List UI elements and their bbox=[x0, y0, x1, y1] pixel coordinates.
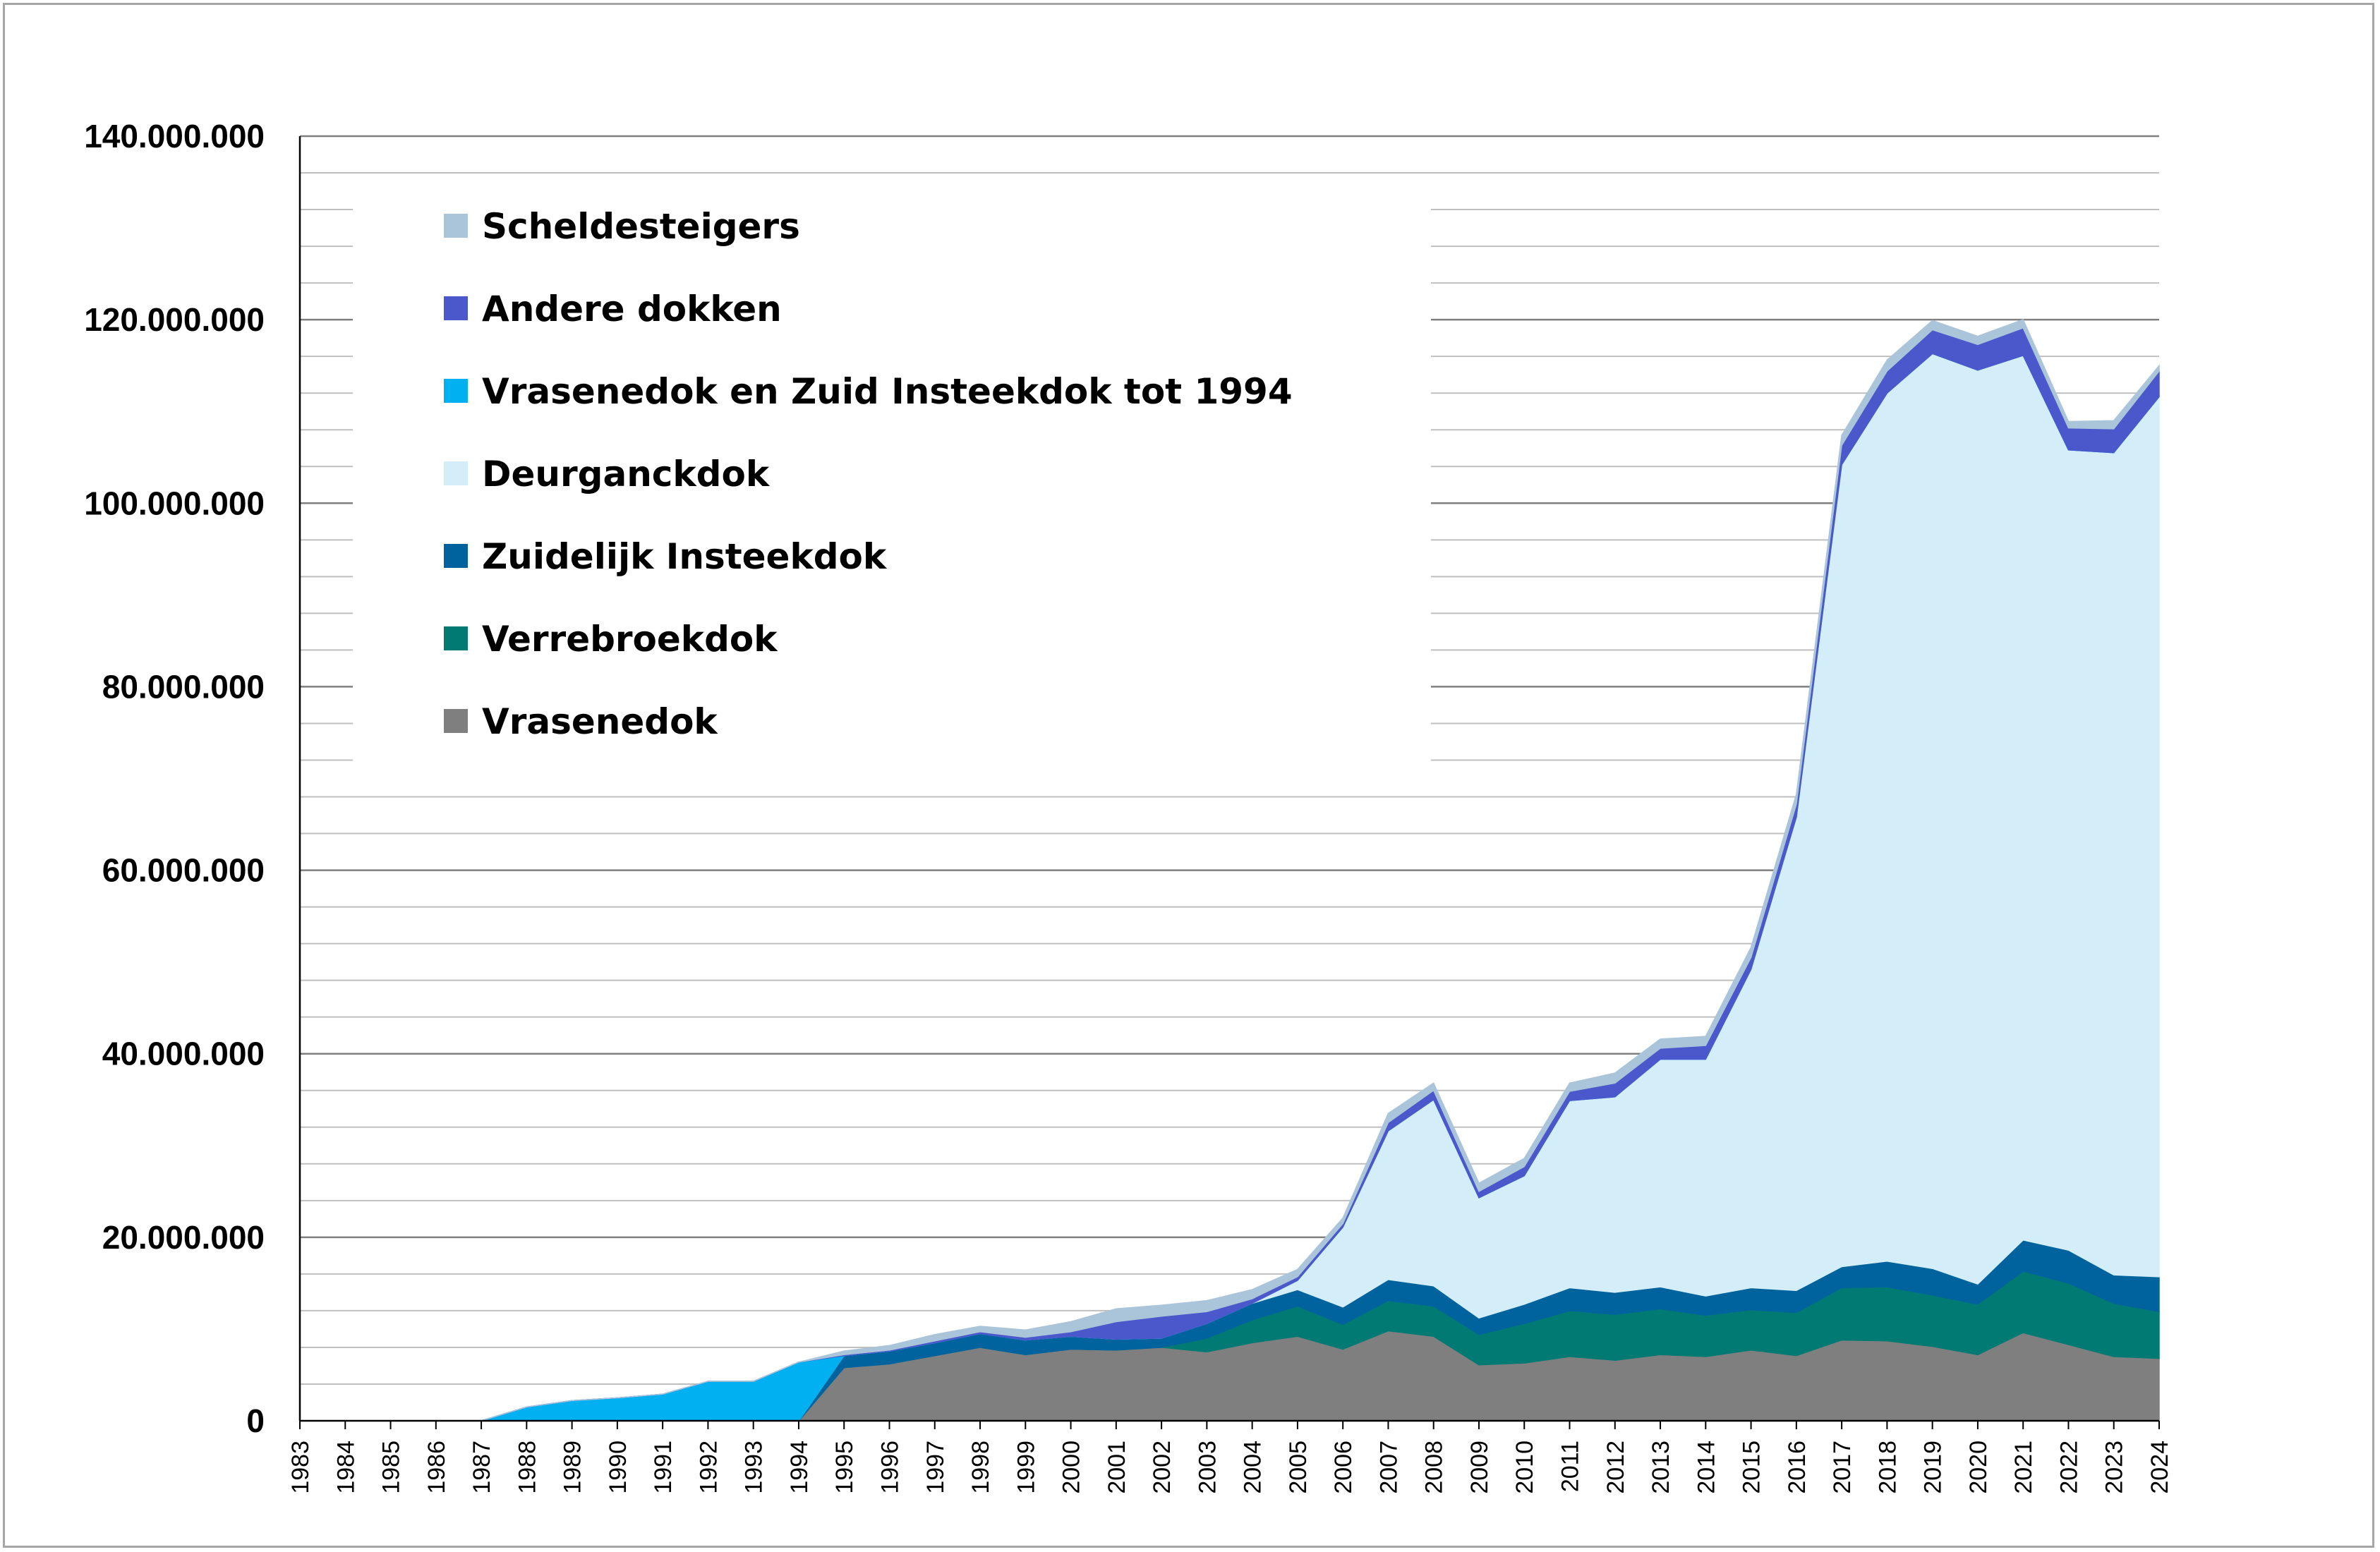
legend-swatch bbox=[444, 379, 468, 403]
legend-swatch bbox=[444, 214, 468, 238]
y-tick-label: 100.000.000 bbox=[84, 485, 265, 521]
x-tick-label: 1992 bbox=[695, 1441, 722, 1494]
x-tick-labels: 1983 1984 1985 1986 1987 1988 1989 1990 1991 1992… bbox=[287, 1441, 2173, 1494]
x-tick-label: 2019 bbox=[1920, 1441, 1947, 1494]
x-tick-label: 2021 bbox=[2010, 1441, 2037, 1494]
x-tick-label: 1999 bbox=[1013, 1441, 1039, 1494]
legend-label: Vrasenedok bbox=[482, 701, 718, 742]
x-tick-label: 2008 bbox=[1421, 1441, 1448, 1494]
x-tick-label: 2000 bbox=[1058, 1441, 1085, 1494]
x-tick-label: 2001 bbox=[1104, 1441, 1130, 1494]
x-tick-label: 2018 bbox=[1874, 1441, 1901, 1494]
x-tick-label: 1995 bbox=[831, 1441, 858, 1494]
legend-label: Zuidelijk Insteekdok bbox=[482, 536, 888, 577]
x-tick-label: 1993 bbox=[741, 1441, 768, 1494]
y-tick-label: 120.000.000 bbox=[84, 301, 265, 338]
x-tick-label: 2009 bbox=[1466, 1441, 1493, 1494]
y-tick-label: 0 bbox=[246, 1402, 265, 1439]
x-tick-label: 2015 bbox=[1739, 1441, 1765, 1494]
x-tick-label: 1997 bbox=[922, 1441, 949, 1494]
x-tick-label: 2005 bbox=[1285, 1441, 1312, 1494]
legend-label: Deurganckdok bbox=[482, 454, 771, 495]
x-tick-label: 1989 bbox=[560, 1441, 586, 1494]
legend-box bbox=[353, 185, 1431, 762]
x-tick-label: 2012 bbox=[1602, 1441, 1629, 1494]
legend: Scheldesteigers Andere dokken Vrasenedok e… bbox=[353, 185, 1431, 762]
x-tick-label: 1990 bbox=[605, 1441, 632, 1494]
x-tick-label: 1998 bbox=[967, 1441, 994, 1494]
x-tick-label: 2022 bbox=[2055, 1441, 2082, 1494]
x-tick-label: 1996 bbox=[876, 1441, 903, 1494]
x-tick-label: 2024 bbox=[2146, 1441, 2173, 1494]
x-tick-label: 2010 bbox=[1511, 1441, 1538, 1494]
x-tick-label: 2013 bbox=[1648, 1441, 1674, 1494]
x-tick-label: 1988 bbox=[514, 1441, 540, 1494]
x-tick-label: 2017 bbox=[1829, 1441, 1856, 1494]
x-tick-label: 2002 bbox=[1149, 1441, 1176, 1494]
area-series-scheldesteigers bbox=[300, 319, 2160, 1421]
y-tick-label: 80.000.000 bbox=[102, 668, 265, 705]
axis-layer bbox=[298, 136, 2160, 1429]
legend-label: Vrasenedok en Zuid Insteekdok tot 1994 bbox=[482, 371, 1293, 412]
legend-swatch bbox=[444, 626, 468, 650]
x-tick-label: 2016 bbox=[1784, 1441, 1811, 1494]
y-tick-label: 140.000.000 bbox=[84, 118, 265, 154]
y-tick-labels: 0 20.000.000 40.000.000 60.000.000 80.000.00… bbox=[84, 118, 265, 1439]
y-tick-label: 60.000.000 bbox=[102, 852, 265, 889]
y-tick-label: 40.000.000 bbox=[102, 1036, 265, 1072]
x-tick-label: 1984 bbox=[332, 1441, 359, 1494]
legend-swatch bbox=[444, 461, 468, 485]
legend-swatch bbox=[444, 709, 468, 733]
x-tick-label: 2014 bbox=[1693, 1441, 1720, 1494]
x-tick-label: 1985 bbox=[378, 1441, 405, 1494]
legend-swatch bbox=[444, 296, 468, 320]
x-tick-label: 1987 bbox=[469, 1441, 495, 1494]
x-tick-label: 2003 bbox=[1194, 1441, 1221, 1494]
x-tick-label: 2020 bbox=[1965, 1441, 1992, 1494]
legend-label: Verrebroekdok bbox=[482, 619, 778, 660]
legend-label: Andere dokken bbox=[482, 289, 782, 329]
y-tick-label: 20.000.000 bbox=[102, 1219, 265, 1256]
x-tick-label: 1986 bbox=[423, 1441, 450, 1494]
x-tick-label: 2007 bbox=[1375, 1441, 1402, 1494]
x-tick-label: 1983 bbox=[287, 1441, 314, 1494]
x-tick-label: 2004 bbox=[1240, 1441, 1267, 1494]
x-tick-label: 2011 bbox=[1557, 1441, 1584, 1492]
x-tick-label: 2023 bbox=[2101, 1441, 2128, 1494]
legend-swatch bbox=[444, 544, 468, 568]
legend-label: Scheldesteigers bbox=[482, 206, 800, 247]
x-tick-label: 1991 bbox=[650, 1441, 677, 1494]
x-tick-label: 1994 bbox=[786, 1441, 813, 1494]
x-tick-label: 2006 bbox=[1330, 1441, 1357, 1494]
